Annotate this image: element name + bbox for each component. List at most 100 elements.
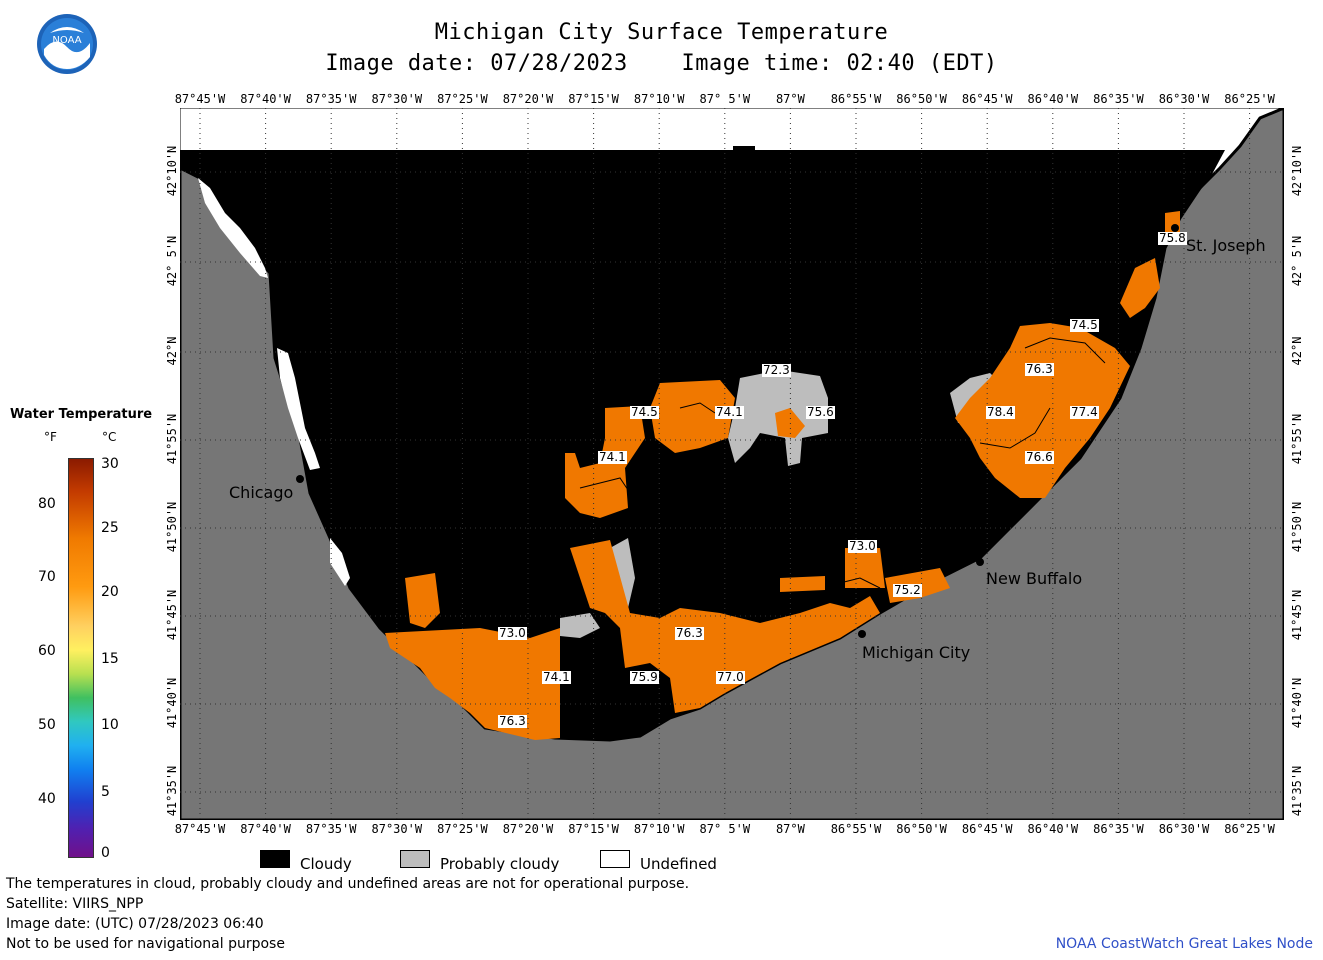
- chicago-marker: [296, 475, 304, 483]
- footer-nav-warning: Not to be used for navigational purpose: [6, 936, 285, 952]
- lon-label: 87°W: [775, 92, 805, 106]
- colorbar-f-tick: 40: [38, 791, 56, 807]
- temperature-map: [180, 108, 1284, 820]
- colorbar-c-tick: 5: [101, 784, 110, 800]
- legend-cloudy-label: Cloudy: [300, 855, 352, 873]
- city-label-chicago: Chicago: [229, 483, 294, 502]
- temperature-value-label: 77.4: [1070, 405, 1099, 419]
- credit-text: NOAA CoastWatch Great Lakes Node: [1055, 936, 1313, 952]
- map-grid: [180, 108, 1284, 820]
- image-time: Image time: 02:40 (EDT): [681, 51, 998, 76]
- colorbar-c-tick: 25: [101, 520, 119, 536]
- lat-label: 42° 5'N: [165, 235, 179, 287]
- lon-label: 86°50'W: [896, 92, 947, 106]
- lon-label: 87°30'W: [371, 92, 423, 106]
- lon-label: 87°W: [775, 822, 805, 836]
- image-datetime: Image date: 07/28/2023 Image time: 02:40…: [0, 51, 1323, 76]
- lon-label: 86°35'W: [1093, 92, 1144, 106]
- colorbar-c-tick: 20: [101, 584, 119, 600]
- lon-label: 86°30'W: [1158, 822, 1210, 836]
- lat-label: 42°N: [1290, 336, 1304, 366]
- temperature-value-label: 74.1: [542, 670, 571, 684]
- lon-label: 87°10'W: [633, 822, 685, 836]
- lon-label: 87°25'W: [437, 822, 488, 836]
- st-joseph-marker: [1171, 224, 1179, 232]
- temperature-value-label: 78.4: [986, 405, 1015, 419]
- colorbar-title: Water Temperature: [10, 407, 153, 422]
- lon-label: 86°30'W: [1158, 92, 1210, 106]
- lon-label: 87°20'W: [502, 822, 554, 836]
- lat-label: 42°10'N: [165, 145, 179, 197]
- temperature-value-label: 73.0: [498, 626, 527, 640]
- lon-label: 87°25'W: [437, 92, 488, 106]
- temperature-value-label: 75.6: [806, 405, 835, 419]
- lon-label: 86°40'W: [1027, 822, 1079, 836]
- temperature-value-label: 77.0: [716, 670, 745, 684]
- noaa-logo: NOAA: [36, 13, 98, 75]
- lat-label: 41°50'N: [1290, 501, 1304, 553]
- city-markers: [296, 224, 1179, 638]
- temperature-value-label: 75.8: [1158, 231, 1187, 245]
- lat-label: 41°45'N: [1290, 589, 1304, 641]
- lon-label: 87°35'W: [305, 822, 357, 836]
- lon-label: 86°25'W: [1224, 822, 1275, 836]
- legend-undefined-swatch: [600, 850, 630, 868]
- lat-label: 41°35'N: [165, 765, 179, 817]
- temperature-value-label: 74.5: [1070, 318, 1099, 332]
- temperature-value-label: 76.3: [675, 626, 704, 640]
- temperature-value-label: 74.1: [598, 450, 627, 464]
- lon-label: 86°50'W: [896, 822, 947, 836]
- lat-label: 41°45'N: [165, 589, 179, 641]
- lat-label: 41°40'N: [165, 677, 179, 729]
- lon-label: 86°35'W: [1093, 822, 1144, 836]
- lat-label: 42°N: [165, 336, 179, 366]
- lon-label: 86°45'W: [961, 92, 1013, 106]
- colorbar-c-tick: 10: [101, 717, 119, 733]
- legend-undefined-label: Undefined: [640, 855, 717, 873]
- city-label-michigan-city: Michigan City: [862, 643, 971, 662]
- new-buffalo-marker: [976, 558, 984, 566]
- lon-label: 87°20'W: [502, 92, 554, 106]
- image-date: Image date: 07/28/2023: [325, 51, 628, 76]
- lon-label: 87°40'W: [240, 92, 291, 106]
- temperature-value-label: 72.3: [762, 363, 791, 377]
- temperature-value-label: 76.3: [498, 714, 527, 728]
- lat-label: 41°55'N: [165, 413, 179, 465]
- colorbar-c-tick: 15: [101, 651, 119, 667]
- temperature-value-label: 75.9: [630, 670, 659, 684]
- temperature-value-label: 73.0: [848, 539, 877, 553]
- noaa-logo-text: NOAA: [52, 35, 81, 46]
- colorbar-f-tick: 60: [38, 643, 56, 659]
- colorbar-c-tick: 0: [101, 845, 110, 861]
- temperature-value-label: 76.3: [1025, 362, 1054, 376]
- temperature-value-label: 76.6: [1025, 450, 1054, 464]
- colorbar-f-tick: 70: [38, 569, 56, 585]
- colorbar-unit-c: °C: [102, 430, 117, 444]
- city-label-new-buffalo: New Buffalo: [986, 569, 1083, 588]
- legend-probably-cloudy-label: Probably cloudy: [440, 855, 560, 873]
- city-label-st-joseph: St. Joseph: [1186, 236, 1266, 255]
- lat-label: 41°40'N: [1290, 677, 1304, 729]
- lon-label: 87°30'W: [371, 822, 423, 836]
- page-title: Michigan City Surface Temperature: [434, 20, 889, 45]
- lon-label: 87°45'W: [174, 822, 226, 836]
- colorbar-gradient: [68, 458, 94, 858]
- contour-lines: [579, 337, 1106, 589]
- lon-label: 87°10'W: [633, 92, 685, 106]
- lon-label: 87°40'W: [240, 822, 291, 836]
- lon-label: 87° 5'W: [699, 822, 751, 836]
- lat-label: 41°55'N: [1290, 413, 1304, 465]
- footer-disclaimer: The temperatures in cloud, probably clou…: [6, 876, 690, 892]
- lat-label: 41°50'N: [165, 501, 179, 553]
- lon-label: 87°15'W: [568, 822, 619, 836]
- lon-label: 86°55'W: [830, 822, 882, 836]
- lon-label: 87°15'W: [568, 92, 619, 106]
- colorbar-unit-f: °F: [44, 430, 57, 444]
- legend-probably-cloudy-swatch: [400, 850, 430, 868]
- temperature-value-label: 74.1: [715, 405, 744, 419]
- lon-label: 86°55'W: [830, 92, 882, 106]
- legend-cloudy-swatch: [260, 850, 290, 868]
- colorbar-f-tick: 50: [38, 717, 56, 733]
- lat-label: 41°35'N: [1290, 765, 1304, 817]
- lon-label: 87° 5'W: [699, 92, 751, 106]
